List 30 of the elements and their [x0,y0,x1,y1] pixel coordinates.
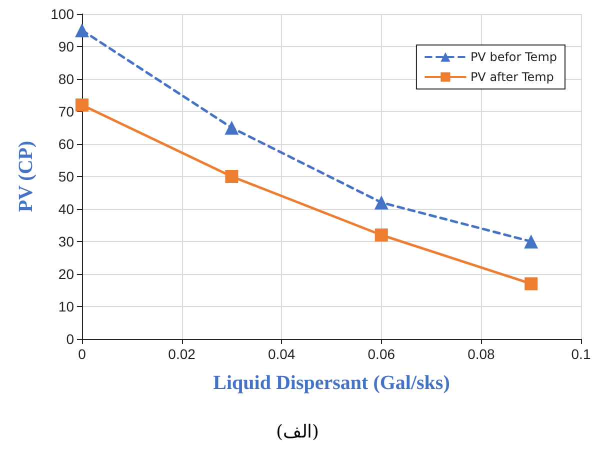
y-tick-label: 80 [58,71,74,87]
point [75,23,89,38]
x-tick-label: 0.1 [571,346,591,362]
y-tick-label: 20 [58,266,74,282]
y-tick-label: 10 [58,298,74,314]
legend-label: PV befor Temp [470,50,558,64]
point [224,120,239,135]
y-tick-label: 60 [58,136,74,152]
point [225,170,238,183]
x-tick-label: 0.04 [268,346,296,362]
point [374,196,388,210]
x-tick-label: 0.06 [368,346,396,362]
y-tick-label: 0 [66,331,74,347]
point [374,228,388,242]
point [524,277,538,290]
text: (الف) [276,422,320,442]
y-tick-label: 90 [58,38,74,54]
y-tick-label: 70 [58,104,74,120]
y-tick-label: 100 [50,6,74,22]
y-axis-title: PV (CP) [15,140,37,212]
x-tick-label: 0.08 [468,346,496,362]
point [524,234,538,248]
point [76,98,88,112]
y-tick-label: 40 [58,201,74,217]
y-tick-label: 30 [58,234,74,250]
legend-label: PV after Temp [470,70,554,84]
x-axis-title: Liquid Dispersant (Gal/sks) [213,372,450,394]
x-tick-label: 0 [78,346,86,362]
y-tick-label: 50 [58,168,74,184]
x-tick-label: 0.02 [168,346,196,362]
